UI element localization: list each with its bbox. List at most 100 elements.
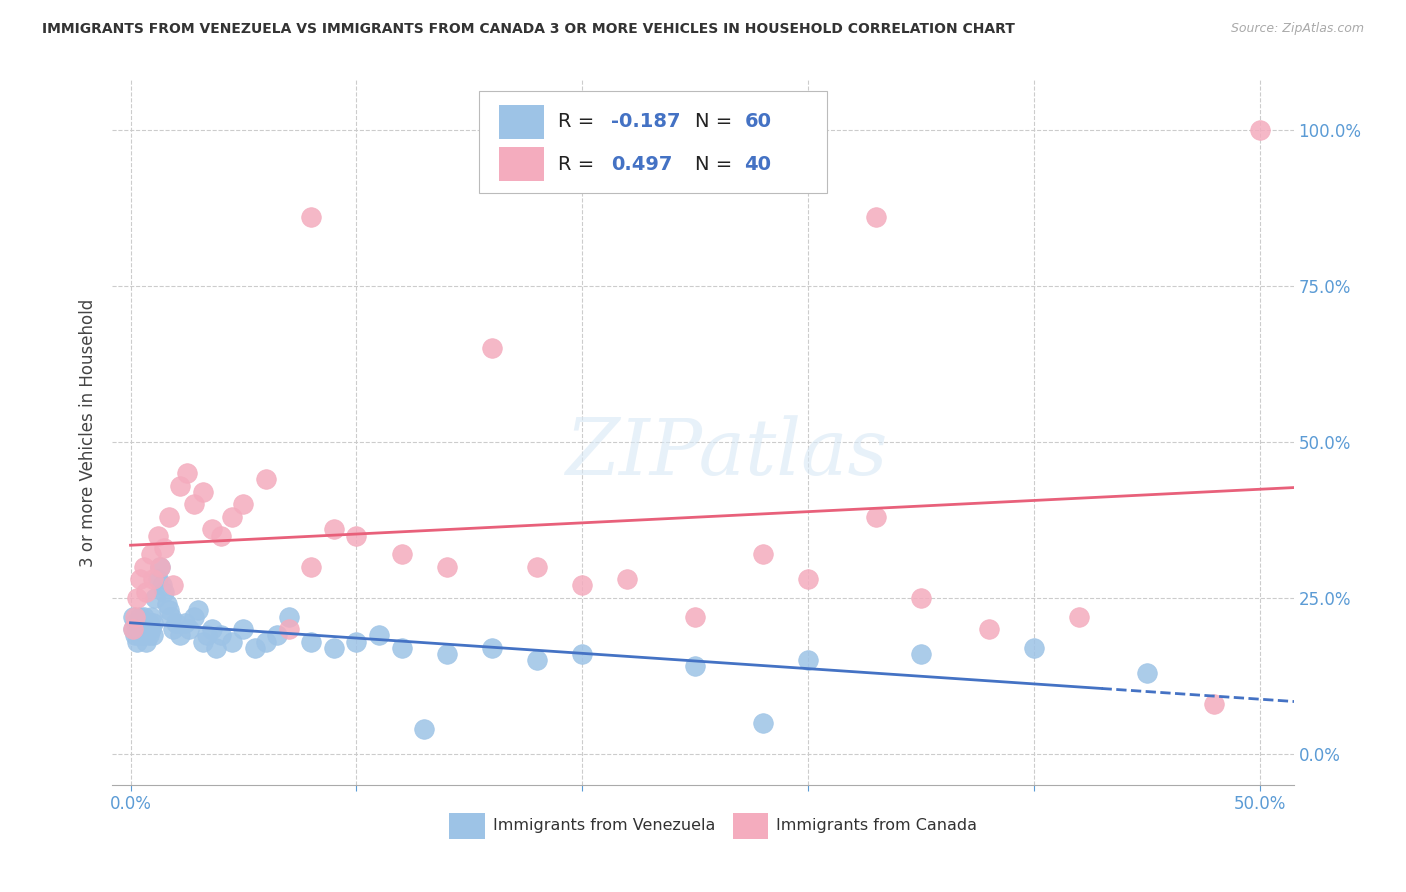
- Point: [124, 628, 146, 642]
- Point: [139, 547, 162, 561]
- Point: [173, 615, 195, 630]
- Point: [232, 497, 254, 511]
- Point: [413, 722, 436, 736]
- Point: [299, 559, 322, 574]
- Point: [195, 628, 218, 642]
- Point: [121, 609, 143, 624]
- Point: [149, 559, 172, 574]
- FancyBboxPatch shape: [449, 814, 485, 838]
- Point: [322, 640, 344, 655]
- Point: [1067, 609, 1090, 624]
- Point: [205, 640, 228, 655]
- FancyBboxPatch shape: [733, 814, 768, 838]
- Point: [299, 634, 322, 648]
- Point: [132, 609, 155, 624]
- Point: [162, 578, 184, 592]
- Point: [132, 559, 155, 574]
- Point: [201, 622, 224, 636]
- Point: [121, 622, 143, 636]
- Point: [127, 591, 149, 605]
- Point: [797, 572, 820, 586]
- Point: [187, 603, 209, 617]
- Point: [132, 628, 155, 642]
- Point: [1204, 697, 1226, 711]
- Point: [1136, 665, 1159, 680]
- Point: [165, 615, 187, 630]
- Text: -0.187: -0.187: [610, 112, 681, 131]
- Point: [128, 628, 150, 642]
- Point: [191, 634, 214, 648]
- Point: [191, 484, 214, 499]
- Point: [209, 528, 232, 542]
- Point: [683, 609, 706, 624]
- Text: ZIPatlas: ZIPatlas: [565, 416, 887, 491]
- Point: [254, 472, 277, 486]
- Text: Source: ZipAtlas.com: Source: ZipAtlas.com: [1230, 22, 1364, 36]
- Point: [139, 609, 162, 624]
- Text: N =: N =: [695, 154, 738, 174]
- Text: 40: 40: [744, 154, 772, 174]
- Text: R =: R =: [558, 154, 600, 174]
- Text: R =: R =: [558, 112, 600, 131]
- Point: [299, 211, 322, 225]
- Point: [131, 615, 153, 630]
- Point: [436, 559, 458, 574]
- Point: [221, 509, 243, 524]
- Point: [683, 659, 706, 673]
- Point: [142, 572, 165, 586]
- Point: [277, 609, 299, 624]
- Point: [481, 342, 503, 356]
- Point: [179, 622, 201, 636]
- Point: [124, 609, 146, 624]
- Point: [571, 647, 593, 661]
- Point: [139, 622, 162, 636]
- Text: 0.497: 0.497: [610, 154, 672, 174]
- Point: [149, 559, 172, 574]
- Point: [266, 628, 288, 642]
- Point: [131, 622, 153, 636]
- Point: [322, 522, 344, 536]
- Point: [138, 628, 160, 642]
- Point: [124, 615, 146, 630]
- Point: [977, 622, 1000, 636]
- Point: [243, 640, 266, 655]
- Point: [254, 634, 277, 648]
- Point: [135, 584, 157, 599]
- Point: [526, 653, 548, 667]
- Point: [797, 653, 820, 667]
- Point: [752, 547, 775, 561]
- Point: [344, 528, 367, 542]
- Text: N =: N =: [695, 112, 738, 131]
- Point: [277, 622, 299, 636]
- Point: [481, 640, 503, 655]
- Point: [142, 628, 165, 642]
- Text: IMMIGRANTS FROM VENEZUELA VS IMMIGRANTS FROM CANADA 3 OR MORE VEHICLES IN HOUSEH: IMMIGRANTS FROM VENEZUELA VS IMMIGRANTS …: [42, 22, 1015, 37]
- Point: [176, 466, 198, 480]
- Point: [146, 528, 169, 542]
- Y-axis label: 3 or more Vehicles in Household: 3 or more Vehicles in Household: [79, 299, 97, 566]
- Point: [121, 622, 143, 636]
- Point: [162, 622, 184, 636]
- Point: [127, 622, 149, 636]
- Point: [157, 509, 180, 524]
- Point: [221, 634, 243, 648]
- Point: [232, 622, 254, 636]
- Point: [526, 559, 548, 574]
- Text: 60: 60: [744, 112, 772, 131]
- Point: [127, 634, 149, 648]
- Point: [391, 547, 413, 561]
- Point: [135, 634, 157, 648]
- Point: [865, 509, 887, 524]
- Point: [910, 647, 932, 661]
- Point: [368, 628, 391, 642]
- Point: [391, 640, 413, 655]
- Point: [183, 497, 205, 511]
- Point: [160, 609, 183, 624]
- Point: [138, 615, 160, 630]
- Text: Immigrants from Canada: Immigrants from Canada: [776, 818, 977, 833]
- Text: Immigrants from Venezuela: Immigrants from Venezuela: [492, 818, 716, 833]
- Point: [156, 597, 179, 611]
- Point: [128, 572, 150, 586]
- Point: [183, 609, 205, 624]
- Point: [865, 211, 887, 225]
